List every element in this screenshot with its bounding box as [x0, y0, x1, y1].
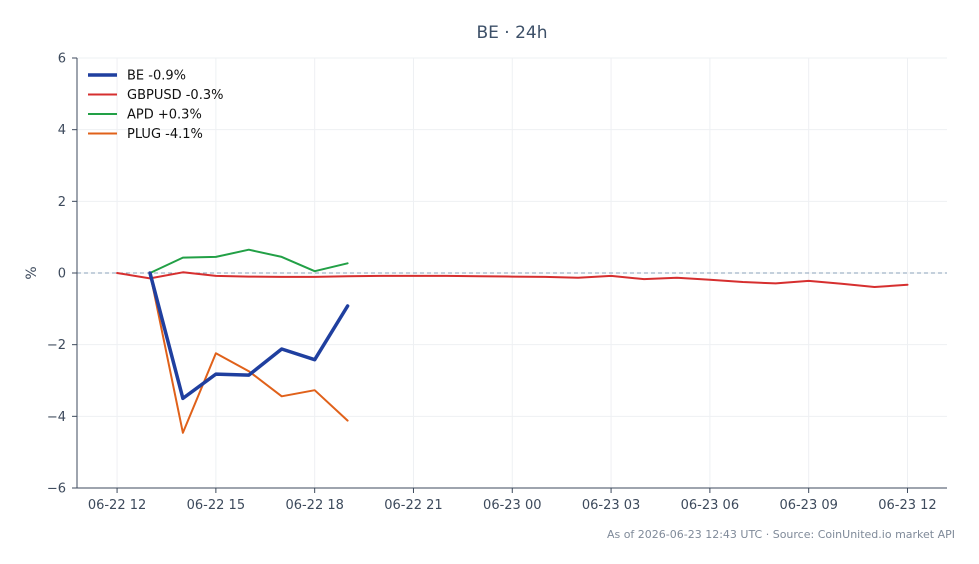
y-tick-label: 0 — [58, 267, 66, 282]
y-tick-label: −6 — [47, 482, 66, 497]
x-tick-label: 06-23 12 — [878, 498, 936, 513]
x-tick-label: 06-23 09 — [779, 498, 837, 513]
series-line-0 — [148, 271, 350, 401]
y-tick-label: 6 — [58, 52, 66, 67]
x-tick-label: 06-22 18 — [285, 498, 343, 513]
x-tick-label: 06-22 21 — [384, 498, 442, 513]
legend-label: PLUG -4.1% — [127, 127, 203, 142]
chart-title: BE · 24h — [476, 23, 547, 43]
x-tick-label: 06-22 15 — [187, 498, 245, 513]
x-tick-label: 06-23 06 — [681, 498, 739, 513]
x-tick-label: 06-23 03 — [582, 498, 640, 513]
legend-label: GBPUSD -0.3% — [127, 88, 223, 103]
series-line-2 — [149, 248, 349, 274]
y-tick-label: 2 — [58, 195, 66, 210]
y-tick-label: −2 — [47, 338, 66, 353]
y-axis-ticks: 6 4 2 0 −2 −4 −6 — [47, 52, 77, 497]
series-lines — [116, 248, 909, 434]
legend-label: APD +0.3% — [127, 108, 202, 123]
x-axis-ticks: 06-22 12 06-22 15 06-22 18 06-22 21 06-23 00… — [88, 488, 937, 513]
y-tick-label: −4 — [47, 410, 66, 425]
legend-label: BE -0.9% — [127, 69, 186, 84]
x-tick-label: 06-23 00 — [483, 498, 541, 513]
x-tick-label: 06-22 12 — [88, 498, 146, 513]
series-line-1 — [116, 271, 909, 288]
y-tick-label: 4 — [58, 123, 66, 138]
series-line-3 — [149, 272, 349, 434]
source-footnote: As of 2026-06-23 12:43 UTC · Source: Coi… — [607, 528, 955, 541]
legend: BE -0.9% GBPUSD -0.3% APD +0.3% PLUG -4.1% — [88, 69, 223, 142]
y-axis-label: % — [24, 266, 40, 279]
